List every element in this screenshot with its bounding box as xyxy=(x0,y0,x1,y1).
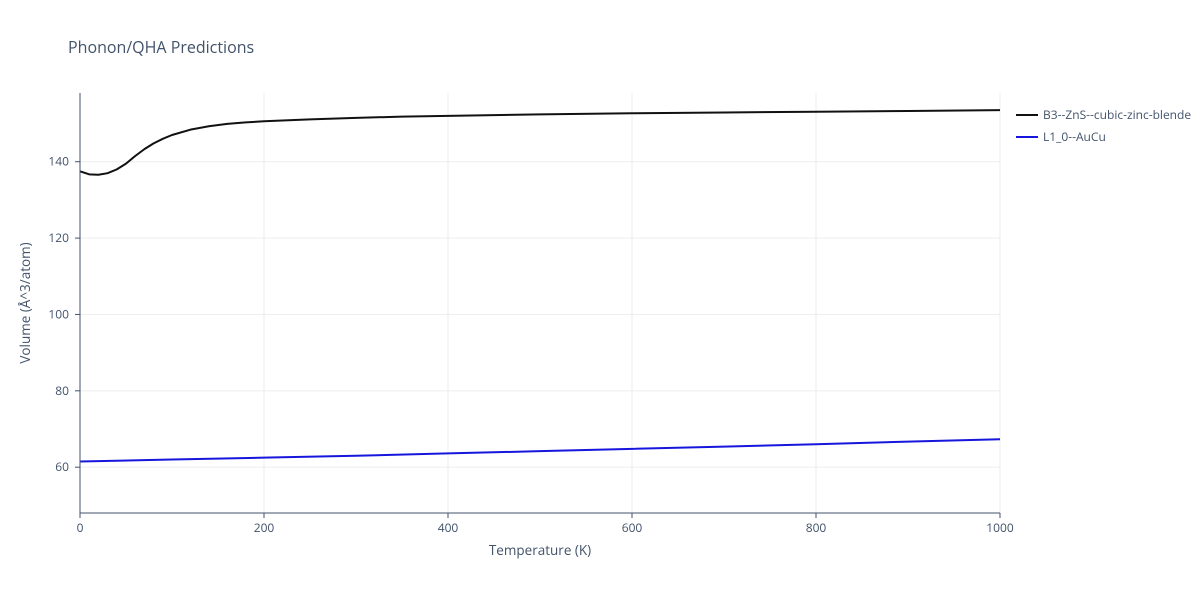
axes-group: 0 200 400 600 800 1000 60 80 100 120 140 Temperatur… xyxy=(16,93,1014,559)
series-group xyxy=(80,110,1000,461)
svg-text:60: 60 xyxy=(55,458,69,475)
svg-text:200: 200 xyxy=(254,519,275,536)
svg-text:800: 800 xyxy=(806,519,827,536)
series-line-1[interactable] xyxy=(80,439,1000,461)
legend-swatch-icon xyxy=(1016,114,1038,116)
x-axis-label: Temperature (K) xyxy=(489,541,591,559)
legend-item-1[interactable]: L1_0--AuCu xyxy=(1016,128,1191,145)
chart-plot-area: 0 200 400 600 800 1000 60 80 100 120 140 Temperatur… xyxy=(0,0,1200,600)
legend-swatch-icon xyxy=(1016,136,1038,138)
grid-group xyxy=(80,93,1000,513)
series-line-0[interactable] xyxy=(80,110,1000,175)
legend-item-0[interactable]: B3--ZnS--cubic-zinc-blende xyxy=(1016,106,1191,123)
svg-text:140: 140 xyxy=(48,153,69,170)
legend-label: L1_0--AuCu xyxy=(1043,128,1106,145)
svg-text:120: 120 xyxy=(48,229,69,246)
svg-text:0: 0 xyxy=(77,519,84,536)
svg-text:400: 400 xyxy=(438,519,459,536)
y-axis-label: Volume (Å^3/atom) xyxy=(16,242,34,363)
legend: B3--ZnS--cubic-zinc-blende L1_0--AuCu xyxy=(1016,106,1191,150)
svg-text:80: 80 xyxy=(55,382,69,399)
svg-text:1000: 1000 xyxy=(986,519,1014,536)
svg-text:100: 100 xyxy=(48,305,69,322)
svg-text:600: 600 xyxy=(622,519,643,536)
legend-label: B3--ZnS--cubic-zinc-blende xyxy=(1043,106,1191,123)
